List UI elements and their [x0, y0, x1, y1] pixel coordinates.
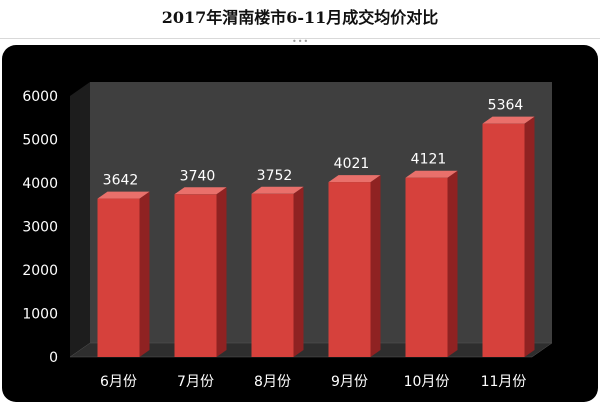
data-label: 4021 — [334, 156, 370, 172]
data-label: 5364 — [488, 98, 524, 114]
x-tick-label: 9月份 — [331, 374, 368, 390]
bar — [97, 198, 140, 357]
x-tick-label: 6月份 — [100, 374, 137, 390]
bar-side — [447, 170, 458, 357]
chart-side-wall — [70, 82, 90, 357]
y-tick-label: 0 — [49, 350, 58, 366]
y-tick-label: 1000 — [22, 307, 58, 323]
data-label: 3642 — [103, 173, 139, 189]
data-label: 4121 — [411, 152, 447, 168]
bar-top — [405, 170, 458, 178]
bar — [328, 182, 371, 357]
y-tick-label: 4000 — [22, 176, 58, 192]
bar-top — [174, 187, 227, 195]
data-label: 3740 — [180, 168, 216, 184]
bar-top — [328, 175, 381, 183]
title-divider — [0, 38, 600, 39]
chart-area: 0 1000 2000 3000 4000 5000 6000 3642 6月份 3740 7月份 3… — [2, 45, 598, 402]
bar — [405, 177, 448, 357]
y-tick-label: 2000 — [22, 263, 58, 279]
bar — [174, 194, 217, 357]
bar-top — [482, 116, 535, 124]
y-tick-label: 5000 — [22, 133, 58, 149]
bar-top — [251, 186, 304, 194]
bar-side — [293, 186, 304, 357]
bar-side — [370, 175, 381, 357]
bar-side — [139, 191, 150, 357]
x-tick-label: 11月份 — [481, 374, 527, 390]
bar — [482, 123, 525, 357]
x-tick-label: 8月份 — [254, 374, 291, 390]
bar — [251, 193, 294, 357]
y-tick-label: 3000 — [22, 220, 58, 236]
x-tick-label: 7月份 — [177, 374, 214, 390]
bar-top — [97, 191, 150, 199]
chart-title: 2017年渭南楼市6-11月成交均价对比 — [161, 8, 439, 27]
x-tick-label: 10月份 — [404, 374, 450, 390]
data-label: 3752 — [257, 168, 293, 184]
resize-handle-icon[interactable]: ••• — [292, 37, 310, 46]
bar-chart: 0 1000 2000 3000 4000 5000 6000 3642 6月份 3740 7月份 3… — [2, 45, 598, 402]
y-tick-label: 6000 — [22, 89, 58, 105]
bar-side — [524, 116, 535, 357]
bar-side — [216, 187, 227, 357]
